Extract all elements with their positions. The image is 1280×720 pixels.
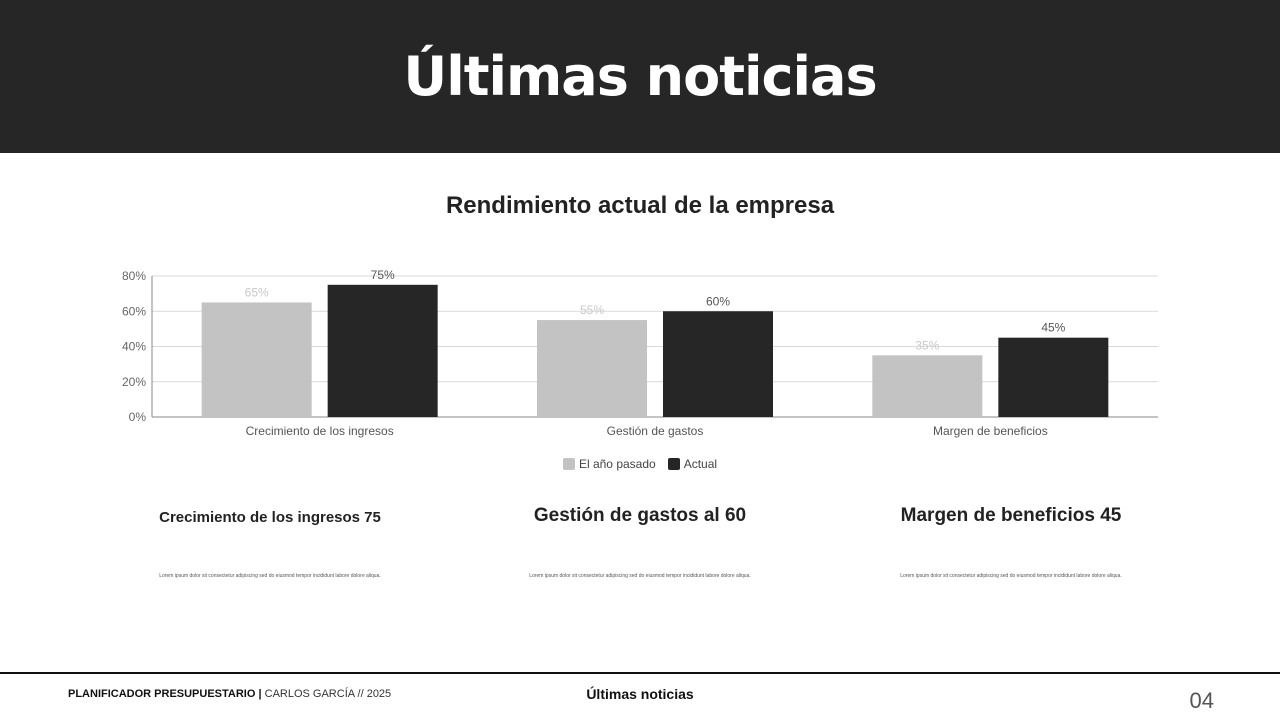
legend-label-last-year: El año pasado (578, 457, 656, 471)
page-number: 04 (1189, 688, 1214, 713)
summary-card-revenue: Crecimiento de los ingresos 75 Lorem ips… (105, 505, 435, 579)
bar (201, 302, 312, 417)
data-label: 35% (915, 338, 939, 352)
y-tick-label: 80% (122, 269, 146, 283)
legend-item-last-year: El año pasado (562, 457, 656, 471)
legend-swatch-actual (667, 458, 680, 470)
y-tick-label: 0% (129, 410, 147, 424)
summary-card-title: Gestión de gastos al 60 (533, 505, 747, 526)
bar (998, 337, 1109, 417)
y-tick-label: 60% (122, 304, 146, 318)
x-tick-label: Gestión de gastos (607, 424, 704, 438)
x-tick-label: Crecimiento de los ingresos (246, 424, 394, 438)
footer-divider (0, 672, 1280, 674)
header-banner: Últimas noticias (0, 0, 1280, 153)
footer-credits: PLANIFICADOR PRESUPUESTARIO | CARLOS GAR… (68, 688, 391, 700)
x-tick-label: Margen de beneficios (933, 424, 1048, 438)
y-tick-label: 40% (122, 340, 146, 354)
footer-section-title: Últimas noticias (586, 686, 694, 702)
page-title: Últimas noticias (403, 45, 877, 108)
summary-card-margin: Margen de beneficios 45 Lorem ipsum dolo… (846, 505, 1176, 579)
bar (537, 320, 647, 417)
legend-swatch-last-year (562, 458, 575, 470)
legend-label-actual: Actual (683, 457, 718, 471)
chart-title: Rendimiento actual de la empresa (445, 192, 835, 219)
legend-item-actual: Actual (667, 457, 718, 471)
bar (663, 311, 773, 417)
data-label: 60% (706, 294, 730, 308)
footer-author: CARLOS GARCÍA // 2025 (261, 688, 392, 700)
summary-card-text: Lorem ipsum dolor sit consectetur adipis… (529, 573, 751, 579)
bar (872, 355, 983, 417)
y-tick-label: 20% (122, 375, 146, 389)
data-label: 45% (1041, 321, 1065, 335)
bar (327, 284, 438, 417)
summary-card-text: Lorem ipsum dolor sit consectetur adipis… (159, 573, 381, 579)
data-label: 75% (371, 268, 395, 282)
summary-card-title: Crecimiento de los ingresos 75 (159, 509, 381, 526)
data-label: 55% (580, 303, 604, 317)
summary-card-expenses: Gestión de gastos al 60 Lorem ipsum dolo… (475, 505, 805, 579)
chart-legend: El año pasado Actual (0, 457, 1280, 471)
summary-card-title: Margen de beneficios 45 (900, 505, 1122, 526)
summary-card-text: Lorem ipsum dolor sit consectetur adipis… (900, 573, 1122, 579)
footer-planner: PLANIFICADOR PRESUPUESTARIO | (68, 688, 262, 700)
data-label: 65% (245, 285, 269, 299)
